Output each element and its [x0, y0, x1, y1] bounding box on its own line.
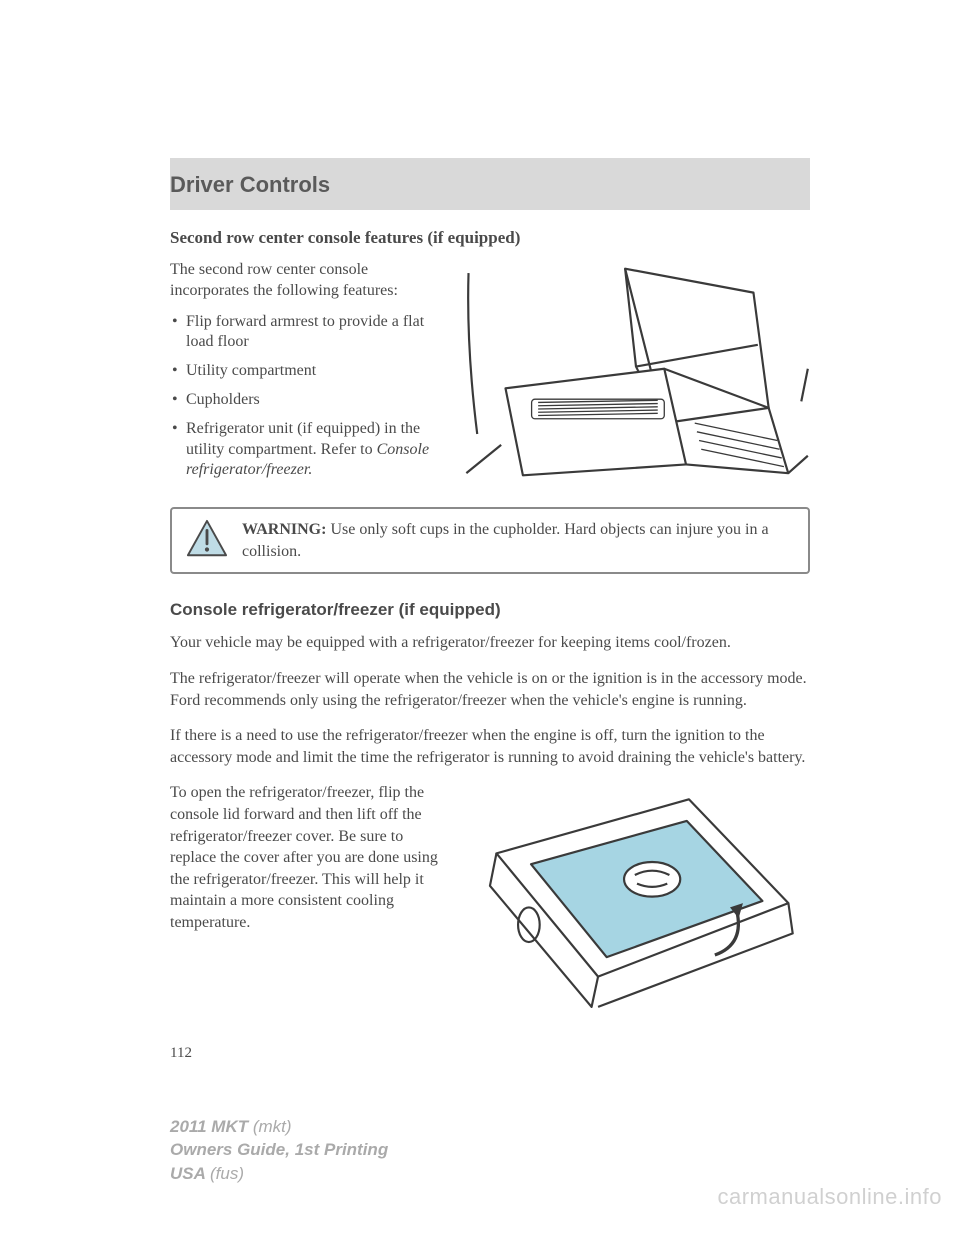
section2-row: To open the refrigerator/freezer, flip t…: [170, 782, 810, 1009]
footer: 2011 MKT (mkt) Owners Guide, 1st Printin…: [170, 1115, 388, 1186]
warning-box: WARNING: Use only soft cups in the cupho…: [170, 507, 810, 574]
footer-line2: Owners Guide, 1st Printing: [170, 1138, 388, 1162]
footer-region: USA: [170, 1164, 210, 1183]
page-container: Driver Controls Second row center consol…: [0, 0, 960, 1062]
list-item: Cupholders: [170, 390, 450, 411]
list-item: Refrigerator unit (if equipped) in the u…: [170, 419, 450, 481]
page-number: 112: [170, 1045, 810, 1062]
section2-p4: To open the refrigerator/freezer, flip t…: [170, 782, 450, 1009]
footer-line1: 2011 MKT (mkt): [170, 1115, 388, 1139]
section2-p2: The refrigerator/freezer will operate wh…: [170, 668, 810, 711]
footer-code2: (fus): [210, 1164, 244, 1183]
feature-list: Flip forward armrest to provide a flat l…: [170, 312, 450, 482]
fridge-cover-icon: [464, 782, 810, 1009]
section1-text: The second row center console incorporat…: [170, 260, 450, 489]
warning-label: WARNING:: [242, 521, 326, 538]
section1-row: The second row center console incorporat…: [170, 260, 810, 489]
page-title: Driver Controls: [170, 172, 810, 198]
warning-text: WARNING: Use only soft cups in the cupho…: [242, 519, 794, 562]
fridge-illustration: [464, 782, 810, 1009]
section-header-band: Driver Controls: [170, 158, 810, 210]
footer-model: 2011 MKT: [170, 1117, 253, 1136]
armrest-icon: [462, 260, 810, 478]
list-item: Flip forward armrest to provide a flat l…: [170, 312, 450, 354]
footer-line3: USA (fus): [170, 1162, 388, 1186]
section2-p1: Your vehicle may be equipped with a refr…: [170, 632, 810, 654]
section2-p3: If there is a need to use the refrigerat…: [170, 725, 810, 768]
footer-code1: (mkt): [253, 1117, 292, 1136]
footer-guide: Owners Guide, 1st Printing: [170, 1140, 388, 1159]
section2-title: Console refrigerator/freezer (if equippe…: [170, 600, 810, 620]
section1-intro: The second row center console incorporat…: [170, 260, 450, 302]
section1-title: Second row center console features (if e…: [170, 228, 810, 248]
list-item: Utility compartment: [170, 361, 450, 382]
warning-icon: [186, 519, 228, 562]
console-illustration: [462, 260, 810, 489]
watermark: carmanualsonline.info: [717, 1184, 942, 1210]
